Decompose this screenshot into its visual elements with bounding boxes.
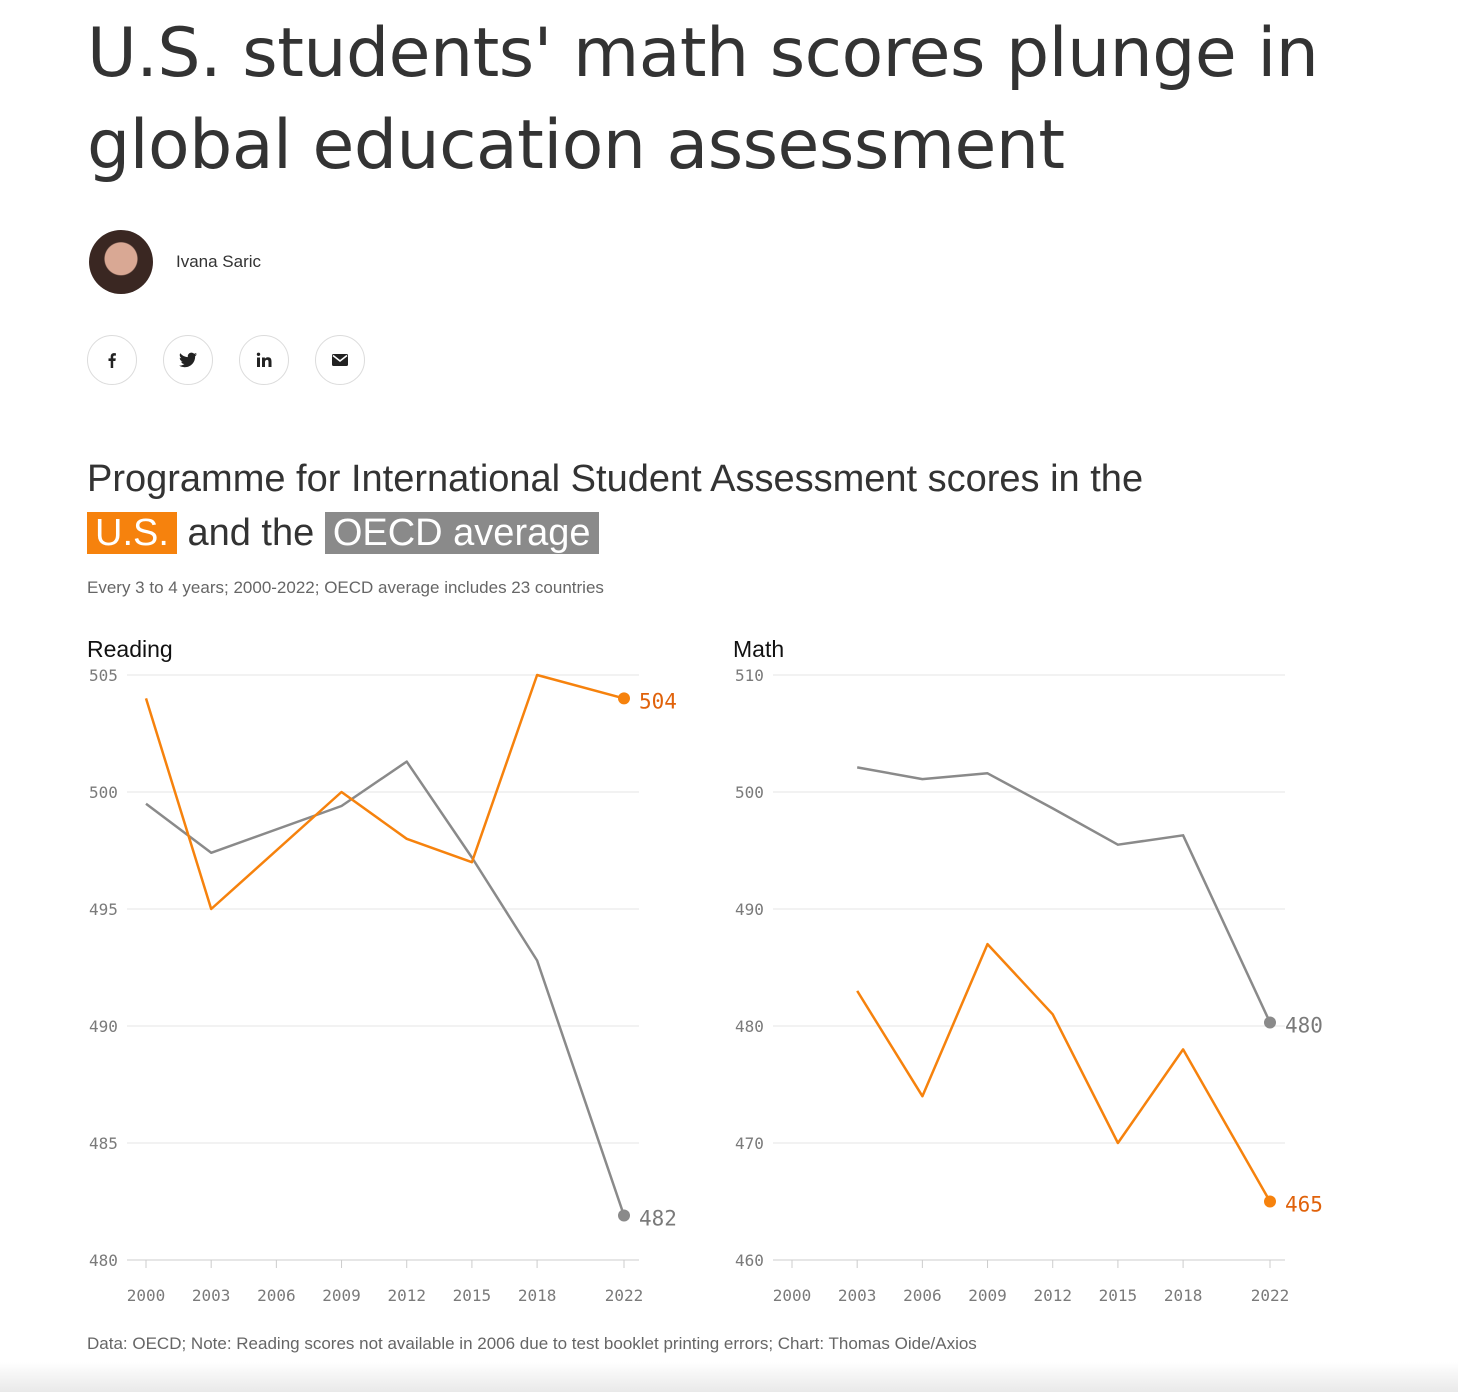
y-tick-label: 500 bbox=[735, 783, 764, 802]
twitter-share-button[interactable] bbox=[163, 335, 213, 385]
linkedin-icon bbox=[256, 352, 272, 367]
oecd-end-label: 480 bbox=[1285, 1013, 1323, 1037]
chart-title-middle: and the bbox=[187, 512, 315, 554]
x-tick-label: 2015 bbox=[453, 1286, 492, 1305]
y-tick-label: 480 bbox=[89, 1251, 118, 1270]
author-avatar[interactable] bbox=[89, 230, 153, 294]
byline: Ivana Saric bbox=[89, 230, 261, 294]
x-tick-label: 2022 bbox=[1251, 1286, 1290, 1305]
us-end-point bbox=[618, 692, 630, 705]
math-chart-title: Math bbox=[733, 636, 785, 662]
chart-title-prefix: Programme for International Student Asse… bbox=[87, 458, 1144, 500]
x-tick-label: 2009 bbox=[968, 1286, 1007, 1305]
x-tick-label: 2012 bbox=[1033, 1286, 1072, 1305]
bottom-fade bbox=[0, 1362, 1458, 1392]
x-tick-label: 2012 bbox=[387, 1286, 426, 1305]
y-tick-label: 480 bbox=[735, 1017, 764, 1036]
x-tick-label: 2022 bbox=[605, 1286, 644, 1305]
us-legend-chip: U.S. bbox=[87, 512, 177, 554]
x-tick-label: 2003 bbox=[192, 1286, 231, 1305]
oecd-end-point bbox=[618, 1209, 630, 1222]
us-end-label: 504 bbox=[639, 689, 677, 713]
oecd-series-line bbox=[145, 760, 626, 1216]
y-tick-label: 505 bbox=[89, 666, 118, 685]
y-tick-label: 500 bbox=[89, 783, 118, 802]
twitter-icon bbox=[179, 352, 197, 368]
oecd-series-line bbox=[856, 766, 1272, 1024]
chart-subtitle: Every 3 to 4 years; 2000-2022; OECD aver… bbox=[87, 578, 604, 597]
article-headline: U.S. students' math scores plunge in glo… bbox=[87, 14, 1319, 185]
email-icon bbox=[332, 354, 348, 366]
x-tick-label: 2000 bbox=[773, 1286, 812, 1305]
facebook-share-button[interactable] bbox=[87, 335, 137, 385]
x-tick-label: 2018 bbox=[518, 1286, 557, 1305]
x-tick-label: 2000 bbox=[127, 1286, 166, 1305]
y-tick-label: 495 bbox=[89, 900, 118, 919]
oecd-end-label: 482 bbox=[639, 1207, 677, 1231]
y-tick-label: 490 bbox=[89, 1017, 118, 1036]
x-tick-label: 2006 bbox=[903, 1286, 942, 1305]
reading-chart: Reading 480 485 490 495 500 505 2000 2003 2006 20… bbox=[87, 632, 707, 1322]
us-series-line bbox=[144, 673, 625, 911]
oecd-end-point bbox=[1264, 1016, 1276, 1029]
y-tick-label: 460 bbox=[735, 1251, 764, 1270]
y-tick-label: 490 bbox=[735, 900, 764, 919]
email-share-button[interactable] bbox=[315, 335, 365, 385]
facebook-icon bbox=[108, 353, 116, 368]
math-chart-plot: 460 470 480 490 500 510 2000 2003 2006 2009 2012 20… bbox=[735, 666, 1323, 1305]
y-tick-label: 485 bbox=[89, 1134, 118, 1153]
x-tick-label: 2015 bbox=[1099, 1286, 1138, 1305]
share-bar bbox=[87, 335, 365, 385]
x-tick-label: 2018 bbox=[1164, 1286, 1203, 1305]
linkedin-share-button[interactable] bbox=[239, 335, 289, 385]
y-tick-label: 510 bbox=[735, 666, 764, 685]
reading-chart-plot: 480 485 490 495 500 505 2000 2003 2006 2009 2012 20… bbox=[89, 666, 677, 1305]
x-tick-label: 2006 bbox=[257, 1286, 296, 1305]
chart-footnote: Data: OECD; Note: Reading scores not ava… bbox=[87, 1334, 977, 1353]
x-tick-label: 2009 bbox=[322, 1286, 361, 1305]
x-tick-label: 2003 bbox=[838, 1286, 877, 1305]
y-tick-label: 470 bbox=[735, 1134, 764, 1153]
oecd-legend-chip: OECD average bbox=[324, 512, 599, 554]
author-name[interactable]: Ivana Saric bbox=[176, 252, 262, 271]
us-end-point bbox=[1264, 1195, 1276, 1208]
chart-title: Programme for International Student Asse… bbox=[87, 452, 1387, 560]
us-series-line bbox=[856, 942, 1272, 1203]
us-end-label: 465 bbox=[1285, 1193, 1323, 1217]
math-chart: Math 460 470 480 490 500 510 2000 2003 2006 2009 2… bbox=[733, 632, 1353, 1322]
reading-chart-title: Reading bbox=[87, 636, 173, 662]
